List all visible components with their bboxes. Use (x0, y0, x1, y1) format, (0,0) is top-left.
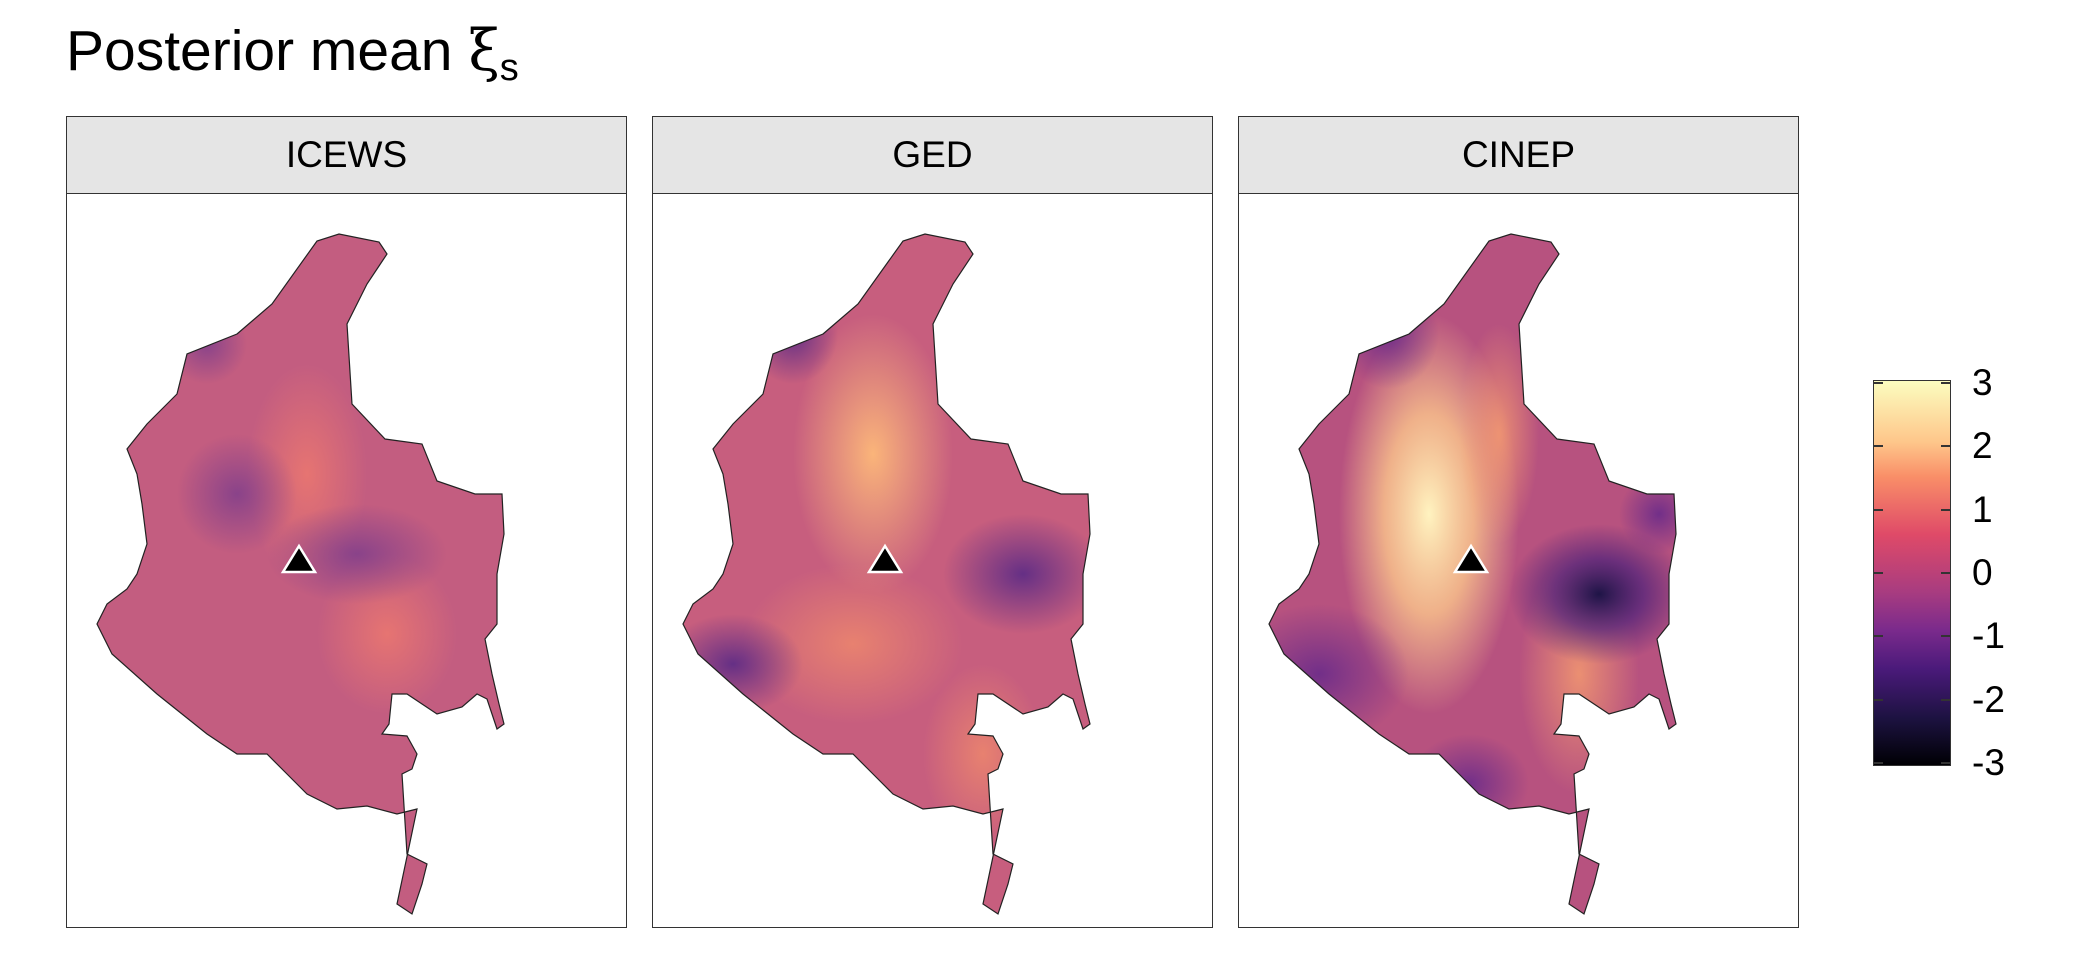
legend-tick-label: 3 (1972, 362, 1993, 403)
legend-tick-label: 1 (1972, 488, 1993, 530)
panel-strip-label: CINEP (1239, 117, 1798, 194)
legend-tick-mark (1941, 572, 1951, 574)
legend-tick-mark (1873, 445, 1883, 448)
legend-tick-label: -1 (1972, 615, 2005, 657)
legend-colorbar (1873, 380, 1951, 766)
legend-tick-mark (1941, 635, 1951, 638)
location-marker-icon (280, 543, 318, 574)
legend-tick-mark (1941, 762, 1951, 764)
cinep-map (1268, 233, 1677, 915)
ged-map (682, 233, 1091, 915)
legend-tick-label: 0 (1972, 552, 1993, 593)
legend-tick-mark (1941, 698, 1951, 701)
legend-tick-mark (1873, 762, 1883, 764)
legend-tick-label: 2 (1972, 425, 1993, 467)
legend-tick-mark (1873, 508, 1883, 511)
legend-tick-mark (1873, 382, 1883, 384)
location-marker-icon (1452, 543, 1490, 574)
panel-strip-label: GED (653, 117, 1212, 194)
plot-title: Posterior mean ξs (66, 16, 519, 103)
cinep-border (1268, 233, 1677, 915)
icews-map (96, 233, 505, 915)
icews-border (96, 233, 505, 915)
legend-tick-mark (1873, 698, 1883, 701)
legend-tick-mark (1941, 382, 1951, 384)
location-marker-icon (866, 543, 904, 574)
legend-tick-mark (1873, 572, 1883, 574)
title-subscript: s (499, 47, 519, 89)
legend-tick-label: -2 (1972, 678, 2005, 720)
legend-tick-mark (1873, 635, 1883, 638)
panel-icews: ICEWS (66, 116, 627, 928)
panel-cinep: CINEP (1238, 116, 1799, 928)
ged-surface (683, 234, 1090, 914)
legend-tick-label: -3 (1972, 742, 2005, 783)
title-symbol: ξ (468, 18, 500, 84)
legend-tick-mark (1941, 445, 1951, 448)
legend-tick-mark (1941, 508, 1951, 511)
icews-surface (97, 234, 504, 914)
panel-ged: GED (652, 116, 1213, 928)
cinep-surface (1269, 234, 1676, 914)
title-text: Posterior mean (66, 19, 469, 83)
ged-border (682, 233, 1091, 915)
panel-strip-label: ICEWS (67, 117, 626, 194)
